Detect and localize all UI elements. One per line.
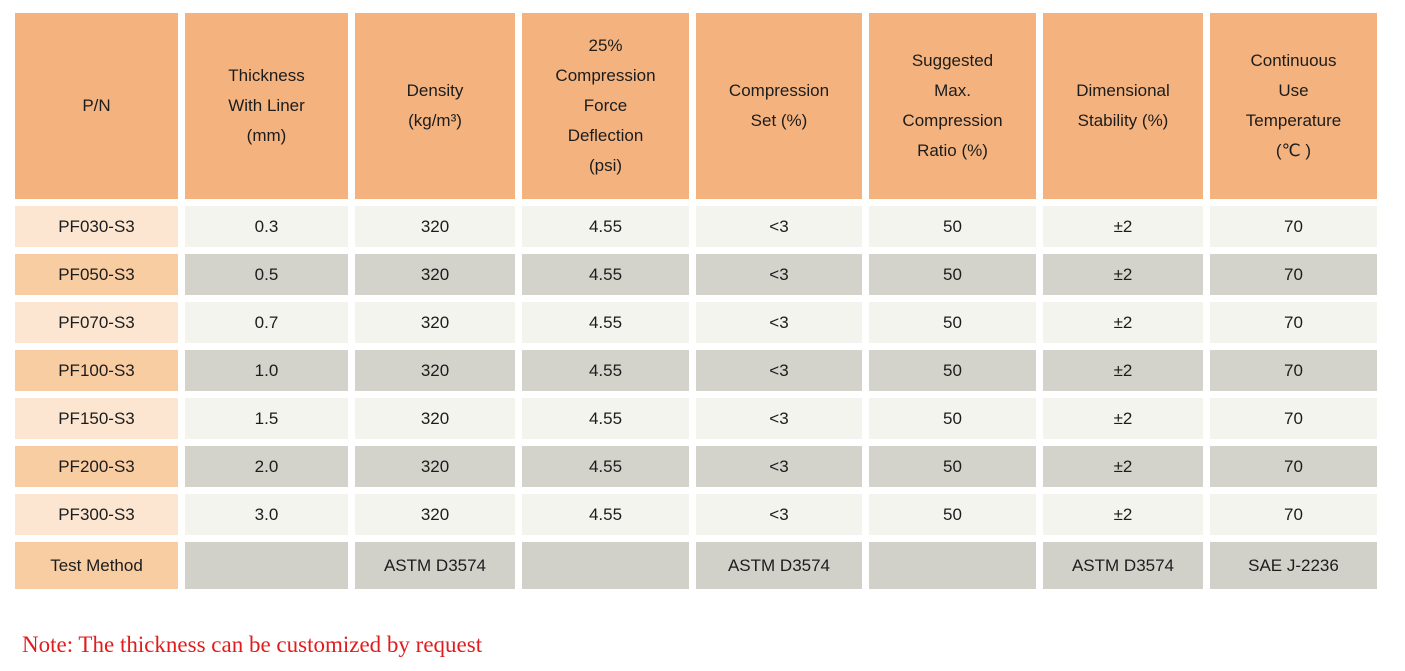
table-cell: 1.5 [185, 398, 348, 439]
row-label: PF030-S3 [15, 206, 178, 247]
table-cell: 50 [869, 350, 1036, 391]
customization-note: Note: The thickness can be customized by… [22, 632, 483, 657]
table-cell: 70 [1210, 398, 1377, 439]
table-cell: 0.3 [185, 206, 348, 247]
table-cell: 3.0 [185, 494, 348, 535]
table-cell: 70 [1210, 446, 1377, 487]
column-header-density: Density (kg/m³) [355, 13, 515, 199]
table-cell: <3 [696, 446, 862, 487]
table-cell: 50 [869, 446, 1036, 487]
table-cell: 50 [869, 398, 1036, 439]
column-header-dimensional-stability: Dimensional Stability (%) [1043, 13, 1203, 199]
table-cell: 0.5 [185, 254, 348, 295]
table-row: PF150-S3 1.5 320 4.55 <3 50 ±2 70 [15, 398, 1377, 439]
table-cell: 320 [355, 446, 515, 487]
table-cell: 4.55 [522, 302, 689, 343]
header-row: P/N Thickness With Liner (mm) Density (k… [15, 13, 1377, 199]
table-row: PF200-S3 2.0 320 4.55 <3 50 ±2 70 [15, 446, 1377, 487]
table-cell: ±2 [1043, 494, 1203, 535]
table-cell: 320 [355, 494, 515, 535]
column-header-thickness: Thickness With Liner (mm) [185, 13, 348, 199]
row-label: PF150-S3 [15, 398, 178, 439]
table-cell: <3 [696, 302, 862, 343]
table-cell: 4.55 [522, 350, 689, 391]
table-cell: 320 [355, 350, 515, 391]
row-label: PF200-S3 [15, 446, 178, 487]
table-cell: 4.55 [522, 398, 689, 439]
table-cell: <3 [696, 254, 862, 295]
product-spec-table: P/N Thickness With Liner (mm) Density (k… [8, 6, 1384, 596]
table-cell: 320 [355, 254, 515, 295]
table-cell: <3 [696, 494, 862, 535]
table-cell: 70 [1210, 494, 1377, 535]
table-cell: 70 [1210, 350, 1377, 391]
table-cell: <3 [696, 206, 862, 247]
table-cell: ASTM D3574 [355, 542, 515, 589]
table-cell: 0.7 [185, 302, 348, 343]
table-cell: 2.0 [185, 446, 348, 487]
table-cell: 4.55 [522, 254, 689, 295]
table-cell: 50 [869, 206, 1036, 247]
table-cell: ±2 [1043, 302, 1203, 343]
column-header-compression-set: Compression Set (%) [696, 13, 862, 199]
table-header: P/N Thickness With Liner (mm) Density (k… [15, 13, 1377, 199]
table-cell: ±2 [1043, 398, 1203, 439]
table-cell: <3 [696, 398, 862, 439]
table-row: PF300-S3 3.0 320 4.55 <3 50 ±2 70 [15, 494, 1377, 535]
table-cell: 4.55 [522, 446, 689, 487]
test-method-row: Test Method ASTM D3574 ASTM D3574 ASTM D… [15, 542, 1377, 589]
table-cell: 70 [1210, 254, 1377, 295]
table-cell [522, 542, 689, 589]
table-cell: 70 [1210, 206, 1377, 247]
table-cell: 4.55 [522, 494, 689, 535]
row-label: PF300-S3 [15, 494, 178, 535]
column-header-continuous-use-temperature: Continuous Use Temperature (℃ ) [1210, 13, 1377, 199]
table-cell: 320 [355, 398, 515, 439]
row-label: PF050-S3 [15, 254, 178, 295]
table-cell [185, 542, 348, 589]
table-cell: 320 [355, 302, 515, 343]
column-header-compression-force-deflection: 25% Compression Force Deflection (psi) [522, 13, 689, 199]
table-cell: ±2 [1043, 206, 1203, 247]
table-row: PF070-S3 0.7 320 4.55 <3 50 ±2 70 [15, 302, 1377, 343]
table-cell: 4.55 [522, 206, 689, 247]
table-cell: 70 [1210, 302, 1377, 343]
table-cell: ±2 [1043, 446, 1203, 487]
table-cell: ±2 [1043, 350, 1203, 391]
table-cell: ±2 [1043, 254, 1203, 295]
row-label: PF070-S3 [15, 302, 178, 343]
table-cell: 50 [869, 494, 1036, 535]
row-label: Test Method [15, 542, 178, 589]
table-cell: <3 [696, 350, 862, 391]
row-label: PF100-S3 [15, 350, 178, 391]
table-row: PF050-S3 0.5 320 4.55 <3 50 ±2 70 [15, 254, 1377, 295]
table-cell: 50 [869, 302, 1036, 343]
table-cell: 320 [355, 206, 515, 247]
table-cell: SAE J-2236 [1210, 542, 1377, 589]
table-row: PF030-S3 0.3 320 4.55 <3 50 ±2 70 [15, 206, 1377, 247]
table-cell: 50 [869, 254, 1036, 295]
column-header-pn: P/N [15, 13, 178, 199]
table-row: PF100-S3 1.0 320 4.55 <3 50 ±2 70 [15, 350, 1377, 391]
table-cell: 1.0 [185, 350, 348, 391]
column-header-max-compression-ratio: Suggested Max. Compression Ratio (%) [869, 13, 1036, 199]
table-cell: ASTM D3574 [1043, 542, 1203, 589]
table-cell: ASTM D3574 [696, 542, 862, 589]
table-cell [869, 542, 1036, 589]
